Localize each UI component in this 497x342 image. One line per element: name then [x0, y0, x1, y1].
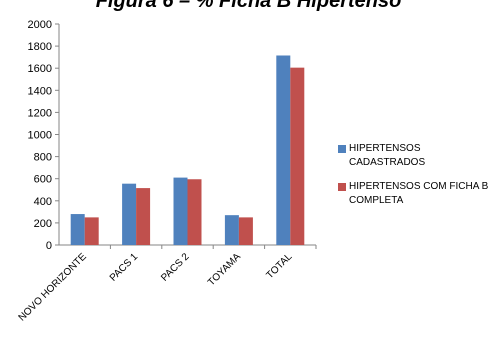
- y-tick-label: 2000: [28, 19, 52, 31]
- legend-label-series-1: HIPERTENSOS CADASTRADOS: [349, 143, 426, 168]
- bar-2-novo-horizonte: [84, 217, 99, 245]
- y-tick-label: 1400: [28, 85, 52, 97]
- y-tick-label: 1800: [28, 41, 52, 53]
- bar-1-total: [276, 55, 291, 246]
- legend-label-series-2: HIPERTENSOS COM FICHA B COMPLETA: [349, 181, 489, 206]
- bar-2-pacs-2: [187, 179, 202, 245]
- bar-2-total: [290, 67, 305, 246]
- legend-item-series-2: HIPERTENSOS COM FICHA B COMPLETA: [338, 180, 496, 208]
- y-tick-label: 0: [46, 240, 52, 252]
- legend-swatch-series-2: [338, 183, 346, 191]
- bar-1-pacs-2: [173, 177, 188, 245]
- x-category-label: TOTAL: [265, 251, 295, 281]
- chart-title: Figura 6 – % Ficha B Hipertenso: [95, 0, 402, 12]
- x-category-label: PACS 1: [108, 251, 141, 284]
- legend-item-series-1: HIPERTENSOS CADASTRADOS: [338, 142, 496, 170]
- y-tick-label: 1000: [28, 130, 52, 142]
- bar-1-novo-horizonte: [70, 214, 85, 245]
- y-tick-label: 1200: [28, 107, 52, 119]
- bar-1-toyama: [224, 215, 239, 245]
- y-tick-label: 200: [34, 218, 52, 230]
- bar-2-toyama: [238, 217, 253, 245]
- chart-legend: HIPERTENSOS CADASTRADOS HIPERTENSOS COM …: [338, 142, 496, 218]
- x-category-label: PACS 2: [159, 251, 192, 284]
- y-tick-label: 600: [34, 174, 52, 186]
- y-tick-label: 800: [34, 152, 52, 164]
- x-category-label: NOVO HORIZONTE: [17, 251, 89, 323]
- bar-1-pacs-1: [122, 183, 137, 245]
- y-tick-label: 1600: [28, 63, 52, 75]
- bar-2-pacs-1: [136, 188, 151, 245]
- legend-swatch-series-1: [338, 145, 346, 153]
- y-tick-label: 400: [34, 196, 52, 208]
- x-category-label: TOYAMA: [206, 251, 243, 288]
